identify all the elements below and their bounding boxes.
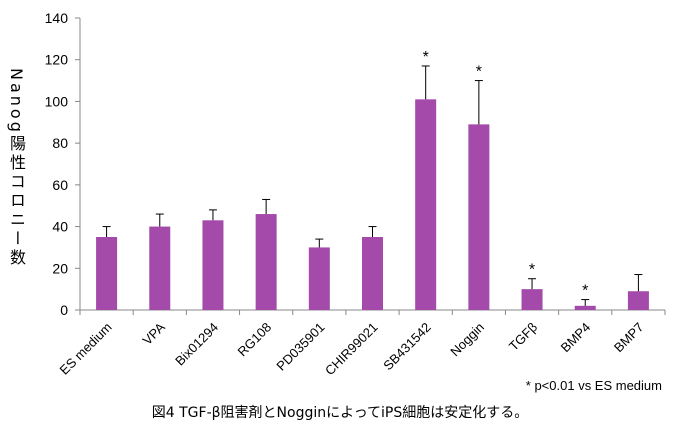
y-tick-label: 120 — [45, 52, 69, 68]
y-tick-label: 80 — [52, 135, 68, 151]
significance-mark: * — [582, 283, 588, 300]
category-label: CHIR99021 — [322, 320, 381, 379]
category-label: Bix01294 — [172, 320, 221, 369]
significance-marks: * * * * — [423, 49, 589, 300]
category-label: VPA — [140, 319, 169, 348]
bar — [574, 305, 596, 310]
bar — [255, 214, 277, 310]
bar — [521, 289, 543, 310]
significance-mark: * — [476, 64, 482, 81]
y-axis-label: Nanog陽性コロニー数 — [7, 68, 26, 268]
error-bars — [102, 65, 643, 306]
bars — [96, 99, 649, 310]
bar — [627, 291, 649, 310]
category-label: BMP7 — [611, 320, 647, 356]
category-label: SB431542 — [380, 320, 434, 374]
figure-caption: 図4 TGF-β阻害剤とNogginによってiPS細胞は安定化する。 — [151, 405, 529, 421]
category-labels: ES medium VPA Bix01294 RG108 PD035901CHIR990… — [57, 319, 647, 378]
category-label: ES medium — [57, 320, 115, 378]
category-label: BMP4 — [558, 320, 594, 356]
y-tick-label: 140 — [45, 10, 69, 26]
bar — [149, 226, 171, 310]
bar — [308, 247, 330, 310]
y-tick-label: 100 — [45, 93, 69, 109]
bar — [415, 99, 437, 310]
bar — [202, 220, 224, 310]
x-ticks — [79, 310, 666, 315]
bar — [362, 237, 383, 310]
category-label: TGFβ — [506, 320, 540, 354]
y-ticks: 0 20 40 60 80 100 120 140 — [45, 10, 80, 318]
category-label: RG108 — [235, 320, 275, 360]
y-tick-label: 60 — [52, 177, 68, 193]
bar — [96, 237, 118, 310]
y-tick-label: 40 — [52, 219, 68, 235]
footnote: * p<0.01 vs ES medium — [525, 378, 662, 393]
category-label: Noggin — [447, 320, 487, 360]
y-tick-label: 20 — [52, 260, 68, 276]
y-tick-label: 0 — [60, 302, 68, 318]
category-label: PD035901 — [273, 320, 327, 374]
significance-mark: * — [423, 49, 429, 66]
bar — [468, 124, 490, 310]
significance-mark: * — [529, 262, 535, 279]
